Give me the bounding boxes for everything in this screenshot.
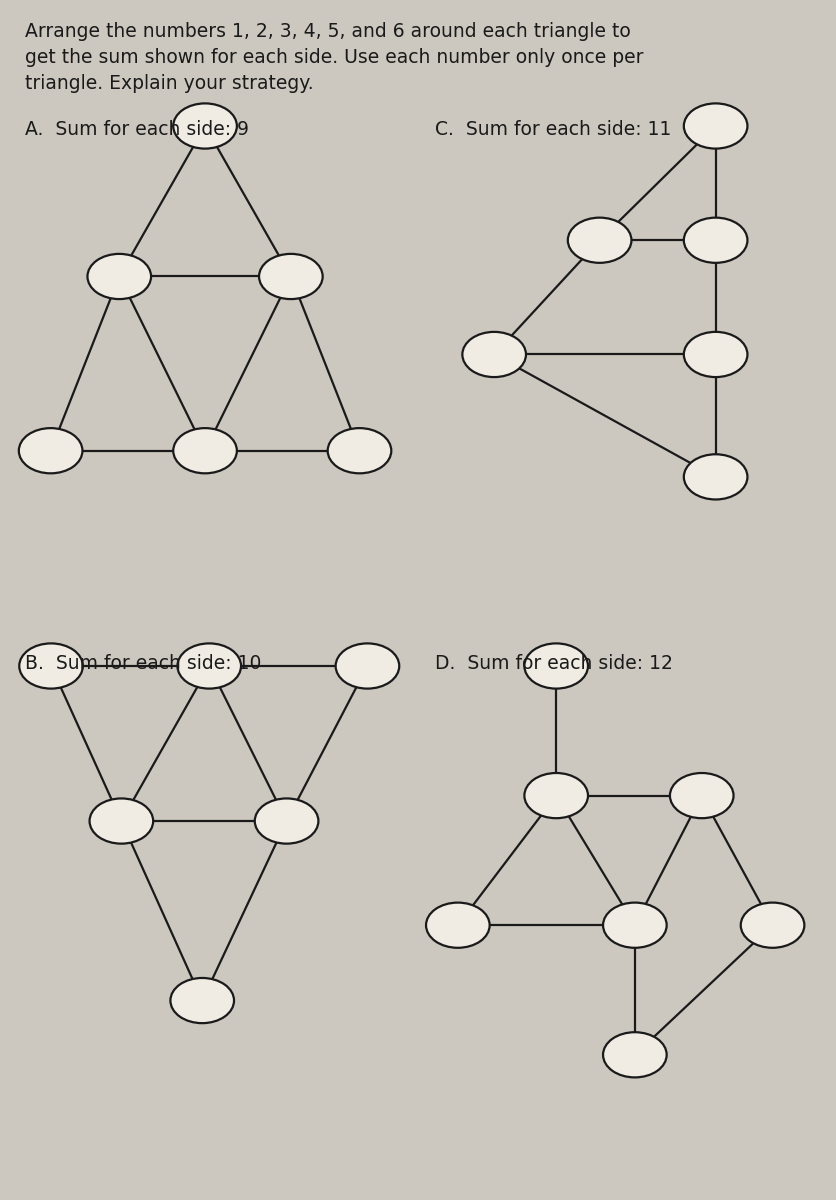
Ellipse shape — [173, 428, 237, 473]
Ellipse shape — [89, 798, 153, 844]
Text: D.  Sum for each side: 12: D. Sum for each side: 12 — [435, 654, 672, 673]
Ellipse shape — [683, 332, 747, 377]
Text: A.  Sum for each side: 9: A. Sum for each side: 9 — [25, 120, 249, 139]
Ellipse shape — [523, 773, 587, 818]
Ellipse shape — [335, 643, 399, 689]
Ellipse shape — [19, 643, 83, 689]
Ellipse shape — [259, 254, 322, 299]
Ellipse shape — [173, 103, 237, 149]
Text: Arrange the numbers 1, 2, 3, 4, 5, and 6 around each triangle to: Arrange the numbers 1, 2, 3, 4, 5, and 6… — [25, 22, 630, 41]
Ellipse shape — [426, 902, 489, 948]
Ellipse shape — [740, 902, 803, 948]
Text: triangle. Explain your strategy.: triangle. Explain your strategy. — [25, 74, 313, 94]
Ellipse shape — [669, 773, 732, 818]
Ellipse shape — [602, 902, 665, 948]
Ellipse shape — [177, 643, 241, 689]
Text: get the sum shown for each side. Use each number only once per: get the sum shown for each side. Use eac… — [25, 48, 643, 67]
Ellipse shape — [683, 217, 747, 263]
Ellipse shape — [19, 428, 82, 473]
Ellipse shape — [567, 217, 630, 263]
Ellipse shape — [171, 978, 234, 1024]
Ellipse shape — [328, 428, 391, 473]
Text: B.  Sum for each side: 10: B. Sum for each side: 10 — [25, 654, 261, 673]
Ellipse shape — [254, 798, 318, 844]
Text: C.  Sum for each side: 11: C. Sum for each side: 11 — [435, 120, 670, 139]
Ellipse shape — [461, 332, 525, 377]
Ellipse shape — [602, 1032, 665, 1078]
Ellipse shape — [88, 254, 151, 299]
Ellipse shape — [683, 103, 747, 149]
Ellipse shape — [523, 643, 587, 689]
Ellipse shape — [683, 455, 747, 499]
